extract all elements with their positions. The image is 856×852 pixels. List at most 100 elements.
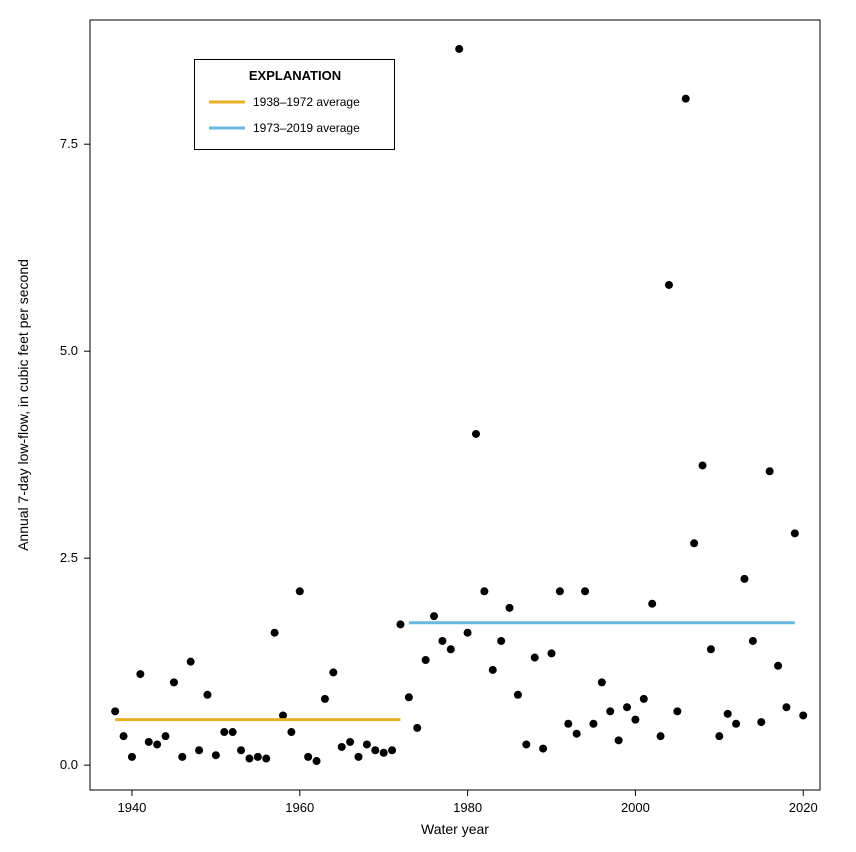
- legend: EXPLANATION 1938–1972 average 1973–2019 av…: [195, 60, 395, 150]
- data-point: [422, 656, 430, 664]
- data-point: [774, 662, 782, 670]
- data-point: [539, 745, 547, 753]
- data-point: [640, 695, 648, 703]
- x-tick-label: 1940: [117, 800, 146, 815]
- data-point: [178, 753, 186, 761]
- data-point: [229, 728, 237, 736]
- data-point: [648, 600, 656, 608]
- data-point: [262, 755, 270, 763]
- data-point: [799, 711, 807, 719]
- legend-item-label: 1973–2019 average: [253, 121, 360, 135]
- data-point: [631, 716, 639, 724]
- data-point: [564, 720, 572, 728]
- chart-bg: [0, 0, 856, 852]
- data-point: [598, 678, 606, 686]
- legend-item-label: 1938–1972 average: [253, 95, 360, 109]
- data-point: [120, 732, 128, 740]
- x-tick-label: 2020: [789, 800, 818, 815]
- data-point: [673, 707, 681, 715]
- x-tick-label: 1960: [285, 800, 314, 815]
- data-point: [682, 95, 690, 103]
- data-point: [388, 746, 396, 754]
- y-axis-label: Annual 7-day low-flow, in cubic feet per…: [15, 259, 31, 551]
- data-point: [464, 629, 472, 637]
- y-tick-label: 0.0: [60, 757, 78, 772]
- data-point: [531, 654, 539, 662]
- data-point: [724, 710, 732, 718]
- data-point: [170, 678, 178, 686]
- data-point: [791, 529, 799, 537]
- data-point: [237, 746, 245, 754]
- data-point: [405, 693, 413, 701]
- data-point: [287, 728, 295, 736]
- x-tick-label: 1980: [453, 800, 482, 815]
- data-point: [581, 587, 589, 595]
- data-point: [438, 637, 446, 645]
- data-point: [489, 666, 497, 674]
- data-point: [732, 720, 740, 728]
- data-point: [782, 703, 790, 711]
- data-point: [136, 670, 144, 678]
- data-point: [506, 604, 514, 612]
- data-point: [514, 691, 522, 699]
- data-point: [766, 467, 774, 475]
- data-point: [329, 668, 337, 676]
- data-point: [699, 461, 707, 469]
- data-point: [346, 738, 354, 746]
- data-point: [363, 740, 371, 748]
- data-point: [304, 753, 312, 761]
- data-point: [128, 753, 136, 761]
- data-point: [203, 691, 211, 699]
- data-point: [187, 658, 195, 666]
- data-point: [380, 749, 388, 757]
- data-point: [413, 724, 421, 732]
- data-point: [254, 753, 262, 761]
- data-point: [480, 587, 488, 595]
- data-point: [556, 587, 564, 595]
- y-tick-label: 5.0: [60, 343, 78, 358]
- data-point: [665, 281, 673, 289]
- data-point: [338, 743, 346, 751]
- data-point: [371, 746, 379, 754]
- data-point: [589, 720, 597, 728]
- data-point: [245, 755, 253, 763]
- data-point: [522, 740, 530, 748]
- data-point: [707, 645, 715, 653]
- y-tick-label: 7.5: [60, 136, 78, 151]
- y-tick-label: 2.5: [60, 550, 78, 565]
- data-point: [313, 757, 321, 765]
- data-point: [162, 732, 170, 740]
- data-point: [447, 645, 455, 653]
- data-point: [220, 728, 228, 736]
- data-point: [195, 746, 203, 754]
- data-point: [657, 732, 665, 740]
- x-tick-label: 2000: [621, 800, 650, 815]
- data-point: [757, 718, 765, 726]
- data-point: [606, 707, 614, 715]
- data-point: [321, 695, 329, 703]
- data-point: [355, 753, 363, 761]
- data-point: [296, 587, 304, 595]
- data-point: [396, 620, 404, 628]
- chart-container: 1940 1960 1980 2000 2020 Water year 0.0 2.5 5.0 7…: [0, 0, 856, 852]
- data-point: [690, 539, 698, 547]
- data-point: [212, 751, 220, 759]
- data-point: [271, 629, 279, 637]
- data-point: [749, 637, 757, 645]
- scatter-chart: 1940 1960 1980 2000 2020 Water year 0.0 2.5 5.0 7…: [0, 0, 856, 852]
- legend-title: EXPLANATION: [249, 68, 341, 83]
- data-point: [615, 736, 623, 744]
- data-point: [430, 612, 438, 620]
- data-point: [547, 649, 555, 657]
- data-point: [623, 703, 631, 711]
- data-point: [455, 45, 463, 53]
- data-point: [573, 730, 581, 738]
- x-axis-label: Water year: [421, 821, 489, 837]
- data-point: [740, 575, 748, 583]
- data-point: [111, 707, 119, 715]
- data-point: [153, 740, 161, 748]
- data-point: [715, 732, 723, 740]
- data-point: [472, 430, 480, 438]
- data-point: [145, 738, 153, 746]
- data-point: [497, 637, 505, 645]
